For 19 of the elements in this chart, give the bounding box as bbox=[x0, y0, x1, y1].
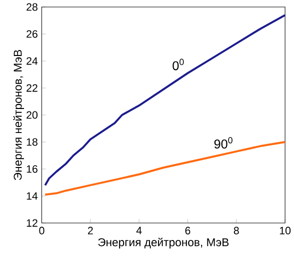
x-tick-label: 4 bbox=[136, 226, 142, 234]
y-tick-label: 14 bbox=[26, 192, 38, 200]
y-tick-label: 28 bbox=[26, 3, 38, 11]
x-tick-label: 10 bbox=[280, 226, 291, 234]
x-tick-label: 6 bbox=[185, 226, 190, 234]
series-label: 90$^{0}$ bbox=[214, 137, 232, 149]
y-tick-label: 26 bbox=[26, 30, 38, 38]
x-tick-label: 2 bbox=[88, 226, 93, 234]
y-tick-label: 18 bbox=[26, 138, 38, 146]
series-label: 0$^{0}$ bbox=[172, 58, 184, 70]
y-tick-label: 16 bbox=[26, 165, 38, 173]
x-axis-title: Энергия дейтронов, МэВ bbox=[98, 238, 229, 248]
x-tick-label: 8 bbox=[234, 226, 239, 234]
y-tick-label: 20 bbox=[26, 111, 38, 119]
y-tick-label: 12 bbox=[26, 219, 38, 227]
y-axis-title: Энергия нейтронов, МэВ bbox=[13, 50, 24, 180]
x-tick-label: 0 bbox=[39, 226, 44, 234]
y-tick-label: 22 bbox=[26, 84, 38, 92]
y-tick-label: 24 bbox=[26, 57, 38, 65]
